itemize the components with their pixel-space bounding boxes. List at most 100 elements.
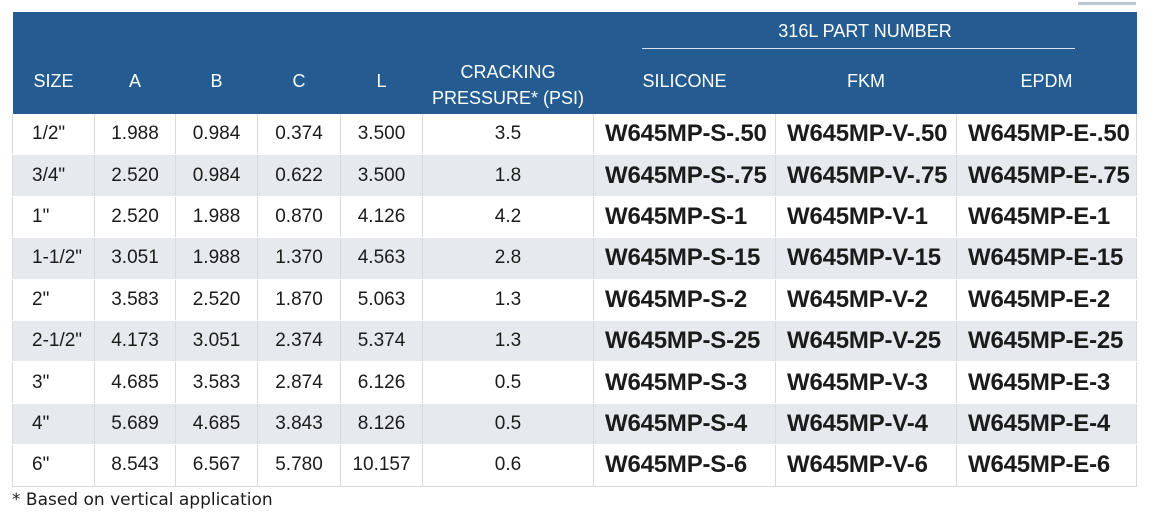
cell-a: 3.051	[94, 237, 176, 280]
cell-b: 6.567	[175, 444, 258, 487]
cell-epdm-part: W645MP-E-.75	[956, 154, 1138, 197]
cell-fkm-part: W645MP-V-1	[775, 196, 957, 239]
cell-cracking-pressure: 4.2	[422, 196, 594, 239]
cell-epdm-part: W645MP-E-2	[956, 279, 1138, 321]
cell-cracking-pressure: 1.8	[422, 154, 594, 197]
cell-silicone-part: W645MP-S-4	[593, 403, 776, 446]
table-row: 3/4" 2.520 0.984 0.622 3.500 1.8 W645MP-…	[12, 154, 1138, 197]
cell-b: 2.520	[175, 279, 258, 321]
cell-b: 3.583	[175, 361, 258, 404]
cell-cracking-pressure: 1.3	[422, 279, 594, 321]
cell-silicone-part: W645MP-S-1	[593, 196, 776, 239]
cell-a: 4.685	[94, 361, 176, 404]
part-number-table: 316L PART NUMBER SIZE A B C L CRACKING P…	[12, 12, 1138, 487]
cell-size: 3"	[12, 361, 95, 404]
table-row: 2-1/2" 4.173 3.051 2.374 5.374 1.3 W645M…	[12, 320, 1138, 363]
cell-size: 1-1/2"	[12, 237, 95, 280]
cell-c: 2.374	[257, 320, 341, 363]
cell-fkm-part: W645MP-V-25	[775, 320, 957, 363]
cell-c: 0.870	[257, 196, 341, 239]
cell-a: 3.583	[94, 279, 176, 321]
cell-l: 4.126	[340, 196, 423, 239]
cell-c: 1.370	[257, 237, 341, 280]
cell-silicone-part: W645MP-S-6	[593, 444, 776, 487]
cell-epdm-part: W645MP-E-15	[956, 237, 1138, 280]
cell-fkm-part: W645MP-V-4	[775, 403, 957, 446]
cell-b: 0.984	[175, 114, 258, 156]
cell-size: 1/2"	[12, 114, 95, 156]
cell-b: 1.988	[175, 237, 258, 280]
cell-c: 5.780	[257, 444, 341, 487]
cell-l: 5.374	[340, 320, 423, 363]
cell-l: 10.157	[340, 444, 423, 487]
page-corner-mark	[1078, 0, 1136, 5]
cell-size: 2"	[12, 279, 95, 321]
cell-cracking-pressure: 0.5	[422, 403, 594, 446]
cell-silicone-part: W645MP-S-.50	[593, 114, 776, 156]
cell-silicone-part: W645MP-S-15	[593, 237, 776, 280]
table-row: 1-1/2" 3.051 1.988 1.370 4.563 2.8 W645M…	[12, 237, 1138, 280]
cell-cracking-pressure: 1.3	[422, 320, 594, 363]
cell-l: 3.500	[340, 154, 423, 197]
header-group-row: 316L PART NUMBER	[12, 12, 1137, 49]
cell-c: 2.874	[257, 361, 341, 404]
cell-a: 4.173	[94, 320, 176, 363]
cell-epdm-part: W645MP-E-25	[956, 320, 1138, 363]
cell-fkm-part: W645MP-V-2	[775, 279, 957, 321]
group-title: 316L PART NUMBER	[778, 21, 952, 41]
cell-cracking-pressure: 2.8	[422, 237, 594, 280]
cell-l: 6.126	[340, 361, 423, 404]
cell-size: 1"	[12, 196, 95, 239]
cell-b: 1.988	[175, 196, 258, 239]
header-column-row: SIZE A B C L CRACKING PRESSURE* (PSI) SI…	[12, 49, 1137, 114]
cell-fkm-part: W645MP-V-.50	[775, 114, 957, 156]
col-header-a: A	[94, 49, 176, 114]
cell-fkm-part: W645MP-V-6	[775, 444, 957, 487]
header-spacer	[12, 12, 594, 49]
cell-silicone-part: W645MP-S-25	[593, 320, 776, 363]
col-header-b: B	[175, 49, 258, 114]
cell-silicone-part: W645MP-S-2	[593, 279, 776, 321]
table-row: 1/2" 1.988 0.984 0.374 3.500 3.5 W645MP-…	[12, 114, 1138, 156]
cell-epdm-part: W645MP-E-6	[956, 444, 1138, 487]
cell-b: 4.685	[175, 403, 258, 446]
cell-c: 0.622	[257, 154, 341, 197]
col-header-size: SIZE	[12, 49, 95, 114]
col-header-epdm: EPDM	[956, 49, 1137, 114]
cracking-line1: CRACKING	[460, 61, 556, 82]
cell-c: 0.374	[257, 114, 341, 156]
cell-cracking-pressure: 0.5	[422, 361, 594, 404]
cell-a: 2.520	[94, 154, 176, 197]
cell-epdm-part: W645MP-E-3	[956, 361, 1138, 404]
cell-epdm-part: W645MP-E-1	[956, 196, 1138, 239]
col-header-c: C	[257, 49, 341, 114]
cracking-line2: PRESSURE* (PSI)	[431, 87, 585, 108]
group-divider	[641, 48, 1075, 49]
cell-cracking-pressure: 3.5	[422, 114, 594, 156]
col-header-silicone: SILICONE	[593, 49, 776, 114]
cell-size: 6"	[12, 444, 95, 487]
cell-b: 3.051	[175, 320, 258, 363]
cell-cracking-pressure: 0.6	[422, 444, 594, 487]
table-row: 6" 8.543 6.567 5.780 10.157 0.6 W645MP-S…	[12, 444, 1138, 487]
cell-a: 5.689	[94, 403, 176, 446]
cell-size: 3/4"	[12, 154, 95, 197]
col-header-fkm: FKM	[775, 49, 957, 114]
cell-size: 4"	[12, 403, 95, 446]
cell-epdm-part: W645MP-E-4	[956, 403, 1138, 446]
footnote: * Based on vertical application	[12, 490, 273, 510]
cell-c: 1.870	[257, 279, 341, 321]
table-row: 4" 5.689 4.685 3.843 8.126 0.5 W645MP-S-…	[12, 403, 1138, 446]
table-row: 1" 2.520 1.988 0.870 4.126 4.2 W645MP-S-…	[12, 196, 1138, 239]
cell-l: 5.063	[340, 279, 423, 321]
col-header-l: L	[340, 49, 423, 114]
col-header-cracking-pressure: CRACKING PRESSURE* (PSI)	[422, 49, 594, 114]
cell-fkm-part: W645MP-V-15	[775, 237, 957, 280]
cell-fkm-part: W645MP-V-3	[775, 361, 957, 404]
table-row: 2" 3.583 2.520 1.870 5.063 1.3 W645MP-S-…	[12, 279, 1138, 321]
cell-epdm-part: W645MP-E-.50	[956, 114, 1138, 156]
cell-silicone-part: W645MP-S-.75	[593, 154, 776, 197]
cell-b: 0.984	[175, 154, 258, 197]
table-row: 3" 4.685 3.583 2.874 6.126 0.5 W645MP-S-…	[12, 361, 1138, 404]
cell-a: 1.988	[94, 114, 176, 156]
